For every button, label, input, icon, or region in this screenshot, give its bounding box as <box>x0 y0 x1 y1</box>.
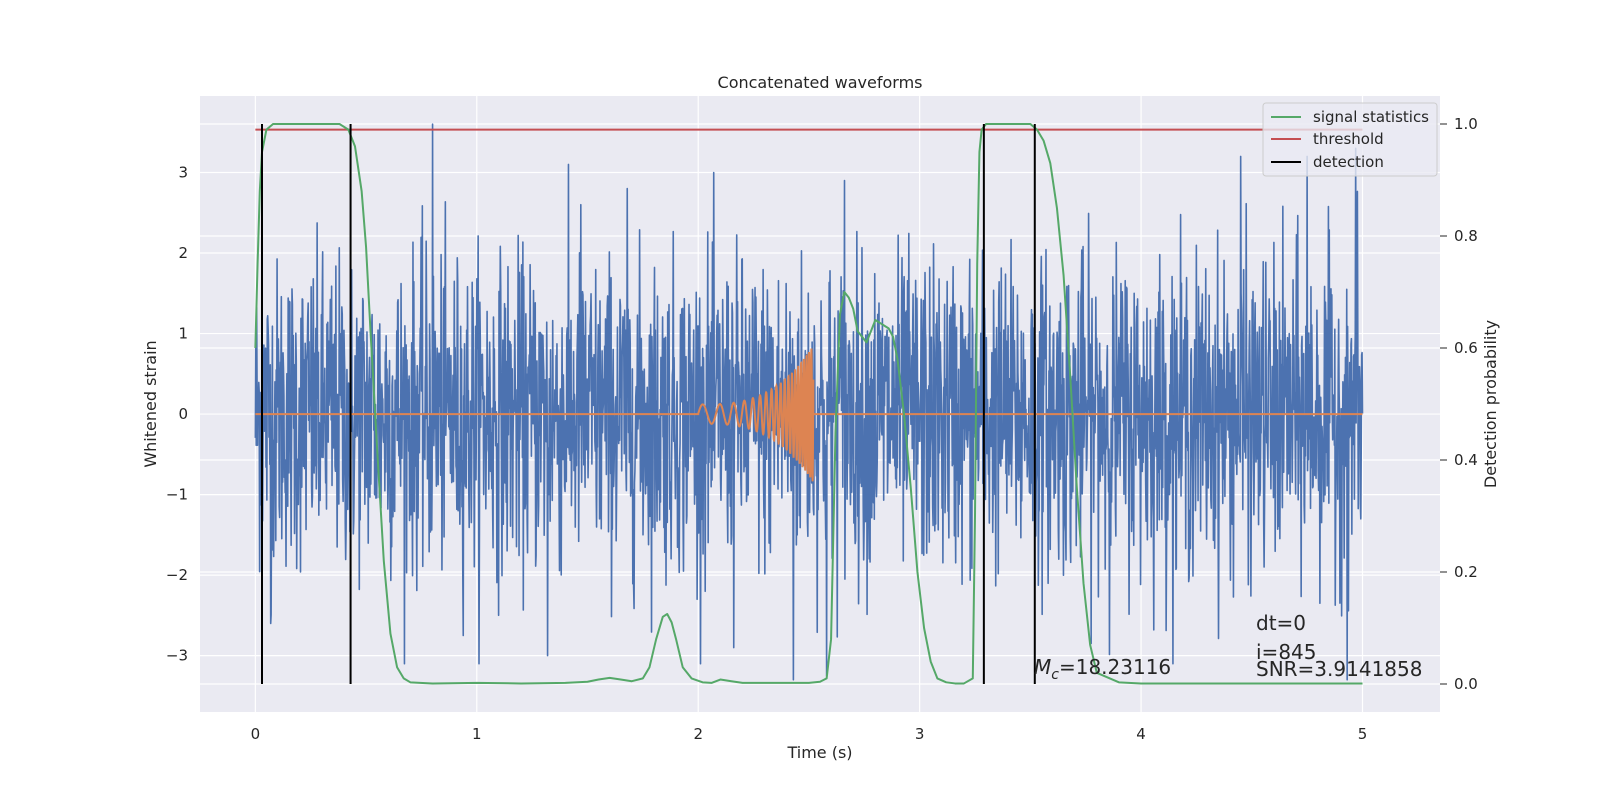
detections <box>261 124 1036 684</box>
x-tick-label: 0 <box>251 725 261 743</box>
y-tick-label: 2 <box>178 244 188 262</box>
legend-label-detection: detection <box>1313 153 1384 171</box>
y-tick-label: 1 <box>178 325 188 343</box>
y-tick-label: 3 <box>178 163 188 181</box>
injected-signal-line <box>255 348 1363 482</box>
y2-tick-label: 0.0 <box>1454 675 1478 693</box>
x-tick-label: 5 <box>1358 725 1368 743</box>
y-tick-label: −1 <box>166 486 188 504</box>
y2-tick-label: 0.2 <box>1454 563 1478 581</box>
legend-label-signal-statistics: signal statistics <box>1313 108 1429 126</box>
legend-box <box>1262 102 1438 177</box>
x-tick-label: 3 <box>915 725 925 743</box>
signal-statistics-series <box>254 123 1363 685</box>
chirp-mass-subscript: c <box>1051 667 1059 683</box>
dt-annotation: dt=0 <box>1256 611 1306 635</box>
y-tick-label: −3 <box>166 647 188 665</box>
y-tick-label: 0 <box>178 405 188 423</box>
y2-tick-label: 0.8 <box>1454 227 1478 245</box>
y2-tick-label: 1.0 <box>1454 115 1478 133</box>
signal-statistics-line <box>254 123 1363 685</box>
y-tick-label: −2 <box>166 566 188 584</box>
y2-tick-label: 0.6 <box>1454 339 1478 357</box>
y-axis-label: Whitened strain <box>141 340 160 467</box>
x-tick-label: 1 <box>472 725 482 743</box>
injected-signal-series <box>255 348 1363 482</box>
y2-axis-label: Detection probability <box>1481 320 1500 488</box>
chirp-mass-annotation: Mc=18.23116 <box>1034 655 1171 683</box>
index-annotation: i=845 <box>1256 640 1317 664</box>
snr-annotation: SNR=3.9141858 <box>1256 657 1422 681</box>
x-tick-label: 4 <box>1136 725 1146 743</box>
x-axis-label: Time (s) <box>786 743 852 762</box>
legend-label-threshold: threshold <box>1313 130 1384 148</box>
chart-title: Concatenated waveforms <box>718 73 923 92</box>
y2-tick-label: 0.4 <box>1454 451 1478 469</box>
chirp-mass-symbol: M <box>1034 655 1051 679</box>
legend: signal statistics threshold detection <box>1262 102 1438 177</box>
chirp-mass-value: =18.23116 <box>1059 655 1171 679</box>
tick-labels: 0 1 2 3 4 5 −3 −2 −1 0 1 2 3 0.0 0.2 0.4 0.6 0.8 1.0 <box>166 115 1478 743</box>
x-tick-label: 2 <box>693 725 703 743</box>
